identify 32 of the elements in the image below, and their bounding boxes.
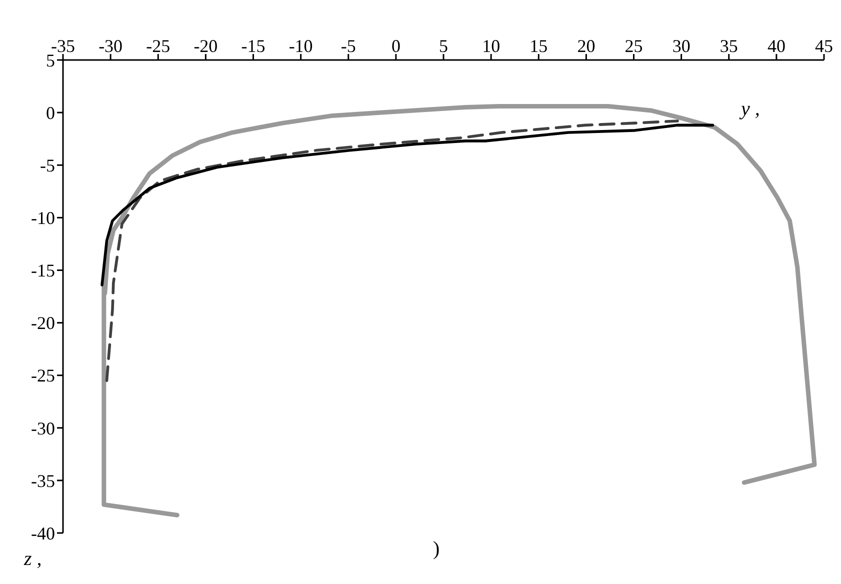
y-tick-label: -25 [31,366,55,386]
x-tick-label: 30 [672,36,690,56]
x-tick-label: -30 [98,36,123,56]
x-tick-label: 20 [577,36,596,56]
y-tick-label: -30 [31,418,55,438]
x-tick-label: -20 [194,36,218,56]
line-series [100,124,714,286]
y-tick-label: -15 [31,260,55,281]
y-tick-label: -40 [31,523,55,544]
x-tick-label: 15 [530,36,548,56]
y-tick-label: -10 [31,208,55,228]
x-tick-label: 0 [391,36,400,56]
y-axis-title: z , [24,548,42,571]
y-tick-label: -35 [31,470,55,491]
y-tick-label: 0 [46,102,55,123]
x-tick-label: 10 [482,36,500,56]
x-tick-label: -5 [340,36,356,56]
y-tick-label: -20 [31,313,55,334]
line-series [105,120,679,382]
x-tick-label: -10 [288,36,313,56]
x-tick-label: 40 [767,36,786,56]
x-tick-label: 5 [439,36,448,56]
text: ) [433,538,440,561]
y-tick-label: 5 [46,50,55,70]
x-tick-label: -15 [241,36,266,56]
x-axis-title: y , [741,98,760,121]
line-series [102,104,817,518]
x-tick-label: -25 [146,36,170,56]
y-tick-label: -5 [40,156,55,176]
x-tick-label: 45 [815,36,833,56]
x-tick-label: 25 [624,36,643,56]
x-tick-label: 35 [720,36,738,56]
